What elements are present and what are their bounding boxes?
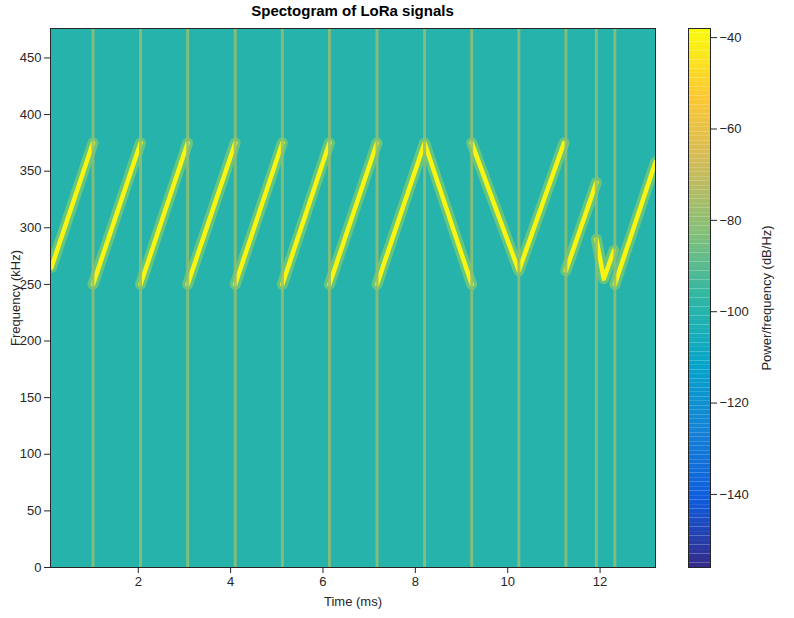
svg-text:150: 150 [20,390,42,405]
svg-text:300: 300 [20,220,42,235]
html-text:Spectogram of LoRa signals: Spectogram of LoRa signals [251,2,454,19]
svg-text:−40: −40 [720,30,742,45]
svg-text:100: 100 [20,446,42,461]
svg-text:−60: −60 [720,121,742,136]
svg-text:−140: −140 [720,487,749,502]
svg-text:200: 200 [20,333,42,348]
svg-text:6: 6 [319,574,326,589]
svg-text:2: 2 [135,574,142,589]
svg-text:50: 50 [27,503,41,518]
svg-text:−80: −80 [720,213,742,228]
svg-text:450: 450 [20,50,42,65]
svg-text:250: 250 [20,277,42,292]
svg-text:8: 8 [412,574,419,589]
svg-text:350: 350 [20,163,42,178]
svg-text:−100: −100 [720,304,749,319]
svg-text:10: 10 [500,574,514,589]
svg-text:400: 400 [20,107,42,122]
svg-text:Power/frequency (dB/Hz): Power/frequency (dB/Hz) [759,225,774,370]
svg-text:0: 0 [34,560,41,575]
svg-text:4: 4 [227,574,234,589]
svg-text:Frequency (kHz): Frequency (kHz) [8,250,23,346]
svg-text:−120: −120 [720,395,749,410]
svg-text:12: 12 [593,574,607,589]
svg-text:Time (ms): Time (ms) [324,594,382,609]
